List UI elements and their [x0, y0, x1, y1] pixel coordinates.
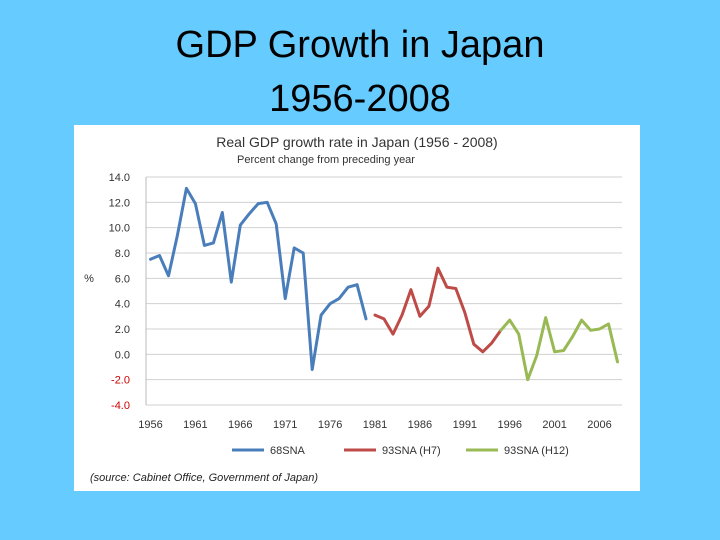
y-tick-label: 14.0 — [109, 172, 130, 184]
chart-panel: Real GDP growth rate in Japan (1956 - 20… — [74, 125, 640, 491]
slide-title-line2: 1956-2008 — [269, 78, 451, 120]
x-tick-label: 1986 — [408, 419, 432, 431]
x-tick-label: 1996 — [497, 419, 521, 431]
gdp-growth-chart: Real GDP growth rate in Japan (1956 - 20… — [84, 134, 622, 484]
slide-title-line1: GDP Growth in Japan — [175, 24, 545, 66]
chart-title: Real GDP growth rate in Japan (1956 - 20… — [216, 134, 497, 150]
x-tick-label: 1971 — [273, 419, 297, 431]
series-line-1 — [149, 186, 368, 371]
legend-label: 93SNA (H7) — [382, 445, 441, 457]
y-tick-label: 12.0 — [109, 197, 130, 209]
source-note: (source: Cabinet Office, Government of J… — [90, 472, 318, 484]
x-tick-labels: 1956 1961 1966 1971 1976 1981 1986 1991 1996 2001… — [138, 419, 612, 431]
x-tick-label: 1961 — [183, 419, 207, 431]
x-tick-label: 1991 — [453, 419, 477, 431]
y-tick-label: -4.0 — [111, 400, 130, 412]
y-tick-label: 10.0 — [109, 223, 130, 235]
y-tick-label: 2.0 — [115, 324, 130, 336]
x-tick-label: 1956 — [138, 419, 162, 431]
y-axis-label: % — [84, 273, 94, 285]
x-tick-label: 2001 — [542, 419, 566, 431]
series-line-3 — [499, 316, 619, 382]
x-tick-label: 1966 — [228, 419, 252, 431]
y-tick-label: -2.0 — [111, 375, 130, 387]
x-tick-label: 1981 — [363, 419, 387, 431]
series-lines — [149, 186, 619, 382]
legend-label: 93SNA (H12) — [504, 445, 569, 457]
y-tick-label: 6.0 — [115, 273, 130, 285]
x-tick-label: 1976 — [318, 419, 342, 431]
legend: 68SNA 93SNA (H7) 93SNA (H12) — [232, 445, 569, 457]
chart-subtitle: Percent change from preceding year — [237, 154, 415, 166]
x-tick-label: 2006 — [587, 419, 611, 431]
series-line-2 — [373, 266, 503, 354]
y-tick-label: 8.0 — [115, 248, 130, 260]
legend-label: 68SNA — [270, 445, 306, 457]
y-tick-labels: 14.0 12.0 10.0 8.0 6.0 4.0 2.0 0.0 -2.0 -4.0 — [109, 172, 130, 412]
gridlines — [145, 176, 622, 406]
y-tick-label: 0.0 — [115, 349, 130, 361]
y-tick-label: 4.0 — [115, 299, 130, 311]
